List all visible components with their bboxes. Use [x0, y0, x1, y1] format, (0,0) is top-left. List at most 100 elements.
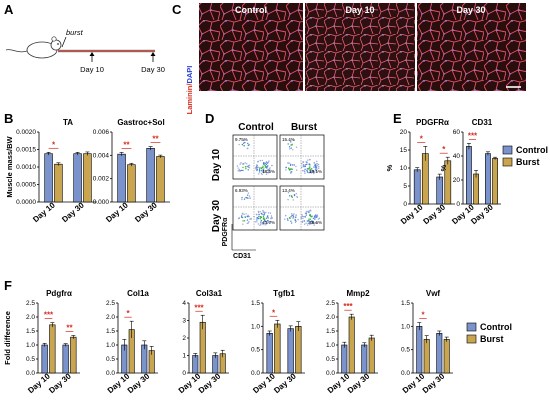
bar-control	[62, 344, 69, 374]
y-tick-label: 20	[400, 129, 408, 136]
y-tick-label: 0	[403, 201, 407, 208]
chart-title: CD31	[472, 118, 493, 127]
bar-burst	[49, 324, 56, 374]
x-tick-label: Day 30	[47, 371, 73, 395]
y-tick-label: 0.0005	[16, 182, 36, 189]
y-tick-label: 10	[400, 165, 408, 172]
y-tick-label: 2.5	[106, 300, 115, 307]
sig-stars: *	[52, 140, 56, 149]
y-tick-label: 60	[453, 129, 461, 136]
y-tick-label: 2.5	[326, 300, 335, 307]
bar-burst	[54, 163, 63, 203]
bar-burst	[70, 336, 77, 374]
y-tick-label: 20	[453, 177, 461, 184]
image-label-day30: Day 30	[456, 5, 485, 15]
chart-title: TA	[63, 118, 73, 127]
y-tick-label: 1.5	[401, 300, 410, 307]
sig-stars: *	[421, 311, 425, 320]
bar-burst	[473, 173, 479, 205]
y-tick-label: 1.5	[326, 328, 335, 335]
y-axis-label: Muscle mass/BW	[5, 135, 14, 197]
y-tick-label: 0.5	[326, 356, 335, 363]
y-tick-label: 1.0	[326, 342, 335, 349]
chart-title: Tgfb1	[273, 289, 295, 298]
x-tick-label: Day 30	[133, 200, 159, 224]
bar-control	[341, 344, 348, 374]
flow-row-day30: Day 30	[211, 199, 222, 232]
bar-control	[41, 344, 48, 374]
micrograph-control	[199, 3, 303, 91]
y-tick-label: 3	[182, 318, 186, 325]
chart-f-pdgfra: Pdgfrα 0.0 0.5 1.0 1.5 2.0 2.5 Fold difference D…	[3, 289, 80, 395]
bar-control	[436, 176, 444, 205]
y-tick-label: 0.0	[106, 370, 115, 377]
timepoint-day30: Day 30	[141, 65, 165, 74]
bar-control	[485, 153, 491, 205]
panel-a: A burst Day 10 Day 30	[4, 2, 165, 74]
bar-burst	[83, 153, 92, 203]
sig-stars: *	[420, 134, 424, 143]
chart-title: Col1a	[127, 289, 149, 298]
y-tick-label: 0.0010	[16, 164, 36, 171]
panel-d-label: D	[205, 111, 214, 126]
y-tick-label: 4	[182, 300, 186, 307]
panel-a-label: A	[4, 2, 14, 17]
chart-title: Gastroc+Sol	[117, 118, 164, 127]
y-tick-label: 0.5	[251, 347, 260, 354]
panel-c: C Laminin/DAPI Control Day 10 Day 30	[172, 2, 526, 114]
bar-burst	[421, 153, 429, 205]
y-tick-label: 1.5	[251, 300, 260, 307]
y-tick-label: 40	[453, 153, 461, 160]
y-tick-label: 0.0	[26, 370, 35, 377]
y-tick-label: 15	[400, 147, 408, 154]
bar-control	[146, 148, 155, 203]
bar-control	[44, 153, 53, 203]
flow-pct-bottom: 48.5%	[262, 169, 275, 174]
panel-b-label: B	[4, 111, 13, 126]
legend-e-burst: Burst	[516, 157, 540, 167]
flow-plot: 15.4% 28.1%	[279, 134, 325, 180]
bar-control	[73, 153, 82, 203]
legend-f-burst-swatch	[466, 334, 477, 344]
bar-burst	[348, 316, 355, 374]
chart-title: PDGFRα	[416, 118, 449, 127]
y-tick-label: 1.0	[106, 342, 115, 349]
stain-label: Laminin/DAPI	[185, 66, 194, 115]
micrograph-day30	[417, 3, 526, 91]
flow-col-control: Control	[238, 122, 274, 133]
chart-title: Mmp2	[346, 289, 370, 298]
legend-f: Control Burst	[466, 322, 512, 344]
flow-pct-bottom: 28.1%	[309, 169, 322, 174]
y-tick-label: 1.0	[251, 323, 260, 330]
sig-stars: *	[272, 308, 276, 317]
bar-control	[466, 146, 472, 205]
panel-d: D Control Burst Day 10 Day 30 9.75% 48.5%…	[205, 111, 325, 260]
micrograph-day10	[305, 3, 415, 91]
flow-pct-top: 13.4%	[282, 188, 295, 193]
burst-label: burst	[66, 28, 84, 37]
y-tick-label: 0.0000	[16, 199, 36, 206]
y-tick-label: 0.5	[106, 356, 115, 363]
flow-plot-frame	[232, 134, 278, 180]
bar-burst	[423, 339, 430, 374]
y-tick-label: 1.0	[26, 342, 35, 349]
flow-plot: 6.93% 41.7%	[232, 185, 278, 231]
y-tick-label: 0	[182, 370, 186, 377]
x-tick-label: Day 30	[197, 371, 223, 395]
chart-title: Pdgfrα	[46, 289, 72, 298]
y-tick-label: 2.0	[26, 314, 35, 321]
y-tick-label: 1.5	[26, 328, 35, 335]
y-tick-label: 0.004	[93, 152, 110, 159]
y-tick-label: 0.006	[93, 129, 110, 136]
x-tick-label: Day 30	[126, 371, 152, 395]
legend-e-burst-swatch	[502, 157, 513, 167]
x-tick-label: Day 30	[346, 371, 372, 395]
flow-y-axis-label: PDGFRα	[222, 217, 229, 247]
sig-stars: ***	[343, 302, 353, 311]
flow-plot-frame	[232, 185, 278, 231]
y-tick-label: 5	[403, 183, 407, 190]
